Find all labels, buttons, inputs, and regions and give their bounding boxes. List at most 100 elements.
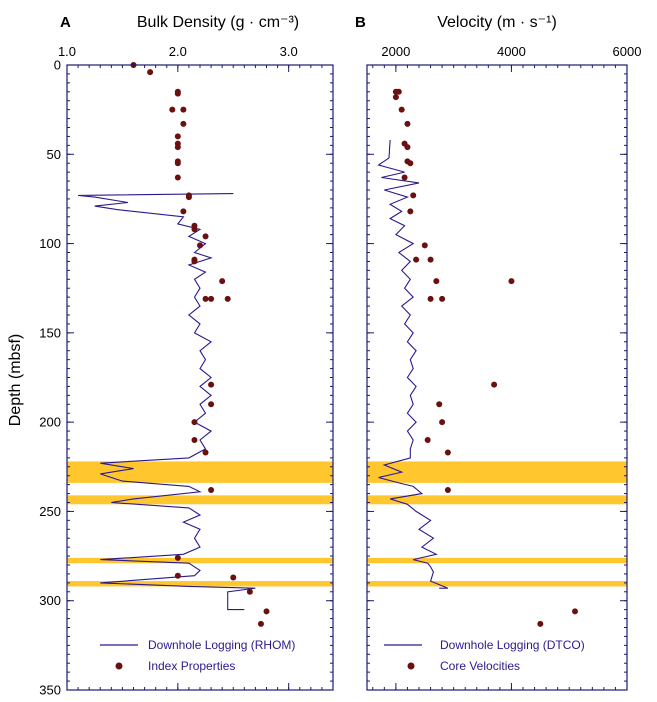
panel-b-frame bbox=[366, 64, 628, 691]
highlight-band bbox=[367, 557, 627, 564]
core-data-point bbox=[398, 106, 405, 113]
panel-a-ticks: 1.0 2.0 3.0 0 50 100 150 200 250 300 350 bbox=[39, 44, 334, 698]
core-data-point bbox=[197, 242, 203, 249]
core-data-point bbox=[407, 208, 414, 215]
panel-a-data bbox=[78, 62, 270, 627]
y-tick-label: 200 bbox=[39, 415, 61, 430]
core-data-point bbox=[208, 295, 215, 302]
x-tick-label: 1.0 bbox=[58, 44, 76, 59]
panel-b-highlight-bands bbox=[367, 461, 627, 587]
highlight-band bbox=[67, 495, 333, 505]
highlight-band bbox=[367, 495, 627, 505]
core-data-point bbox=[180, 120, 187, 127]
core-data-point bbox=[263, 608, 270, 615]
x-tick-label: 2000 bbox=[381, 44, 410, 59]
panel-a-title: Bulk Density (g · cm⁻³) bbox=[137, 14, 299, 31]
core-data-point bbox=[191, 258, 198, 265]
core-data-point bbox=[208, 381, 215, 388]
core-data-point bbox=[191, 419, 198, 426]
core-data-point bbox=[427, 256, 434, 263]
core-data-point bbox=[230, 574, 237, 581]
legend-label-core: Core Velocities bbox=[440, 659, 520, 673]
core-data-point bbox=[174, 554, 181, 561]
y-tick-label: 350 bbox=[39, 683, 61, 698]
core-data-point bbox=[224, 295, 231, 302]
x-tick-label: 2.0 bbox=[169, 44, 187, 59]
core-data-point bbox=[202, 449, 209, 456]
core-data-point bbox=[185, 194, 192, 201]
legend-label-index: Index Properties bbox=[148, 659, 235, 673]
core-data-point bbox=[208, 401, 215, 408]
core-data-point bbox=[404, 144, 411, 151]
legend-dot-index bbox=[115, 662, 123, 670]
core-data-point bbox=[202, 295, 209, 302]
legend-label-rhom: Downhole Logging (RHOM) bbox=[148, 638, 295, 652]
core-data-point bbox=[174, 572, 181, 579]
core-data-point bbox=[439, 295, 446, 302]
panel-a-bulk-density: A Bulk Density (g · cm⁻³) 1.0 2.0 3.0 0 50 10… bbox=[39, 14, 334, 698]
log-series-line bbox=[377, 139, 449, 589]
core-data-point bbox=[219, 278, 226, 285]
core-data-point bbox=[169, 106, 176, 113]
core-data-point bbox=[395, 88, 402, 95]
core-data-point bbox=[191, 226, 198, 233]
panel-b-letter: B bbox=[355, 14, 366, 31]
core-data-point bbox=[257, 620, 264, 627]
y-tick-label: 50 bbox=[47, 147, 61, 162]
core-data-point bbox=[508, 278, 515, 285]
panel-a-frame bbox=[66, 64, 334, 691]
panel-a-highlight-bands bbox=[67, 461, 333, 587]
core-data-point bbox=[436, 401, 443, 408]
core-data-point bbox=[421, 242, 428, 249]
highlight-band bbox=[67, 557, 333, 564]
core-data-point bbox=[191, 437, 198, 443]
highlight-band bbox=[67, 581, 333, 587]
highlight-band bbox=[367, 461, 627, 483]
panel-b-ticks: 2000 4000 6000 bbox=[367, 44, 642, 691]
core-data-point bbox=[174, 144, 181, 151]
log-series-line bbox=[78, 193, 256, 611]
core-data-point bbox=[147, 69, 154, 76]
core-data-point bbox=[174, 90, 181, 97]
y-tick-label: 300 bbox=[39, 593, 61, 608]
core-data-point bbox=[439, 419, 446, 426]
legend-dot-core bbox=[407, 662, 415, 670]
y-axis-title: Depth (mbsf) bbox=[7, 334, 24, 426]
core-data-point bbox=[401, 174, 408, 181]
core-data-point bbox=[174, 133, 181, 140]
core-data-point bbox=[424, 437, 431, 443]
core-data-point bbox=[413, 256, 420, 263]
core-data-point bbox=[491, 381, 498, 388]
y-tick-label: 250 bbox=[39, 504, 61, 519]
panel-b-title: Velocity (m · s⁻¹) bbox=[437, 14, 557, 31]
core-data-point bbox=[410, 192, 417, 199]
legend-label-dtco: Downhole Logging (DTCO) bbox=[440, 638, 585, 652]
panel-b-velocity: B Velocity (m · s⁻¹) 2000 4000 6000 Downho… bbox=[355, 14, 642, 691]
core-data-point bbox=[444, 487, 451, 493]
core-data-point bbox=[202, 233, 209, 240]
x-tick-label: 4000 bbox=[497, 44, 526, 59]
y-tick-label: 150 bbox=[39, 325, 61, 340]
panel-b-legend: Downhole Logging (DTCO) Core Velocities bbox=[384, 638, 585, 673]
panel-a-letter: A bbox=[60, 14, 71, 31]
highlight-band bbox=[67, 461, 333, 483]
core-data-point bbox=[407, 160, 414, 167]
core-data-point bbox=[404, 120, 411, 127]
core-data-point bbox=[208, 487, 215, 493]
core-data-point bbox=[174, 160, 181, 167]
y-tick-label: 0 bbox=[54, 58, 61, 73]
core-data-point bbox=[433, 278, 440, 285]
core-data-point bbox=[246, 588, 253, 595]
core-data-point bbox=[572, 608, 578, 615]
core-data-point bbox=[427, 295, 434, 302]
core-data-point bbox=[180, 106, 187, 113]
highlight-band bbox=[367, 581, 627, 587]
core-data-point bbox=[174, 174, 181, 181]
panel-b-data bbox=[377, 88, 578, 627]
panel-a-legend: Downhole Logging (RHOM) Index Properties bbox=[100, 638, 295, 673]
core-data-point bbox=[444, 449, 451, 456]
core-data-point bbox=[392, 94, 399, 101]
x-tick-label: 3.0 bbox=[280, 44, 298, 59]
x-tick-label: 6000 bbox=[613, 44, 642, 59]
